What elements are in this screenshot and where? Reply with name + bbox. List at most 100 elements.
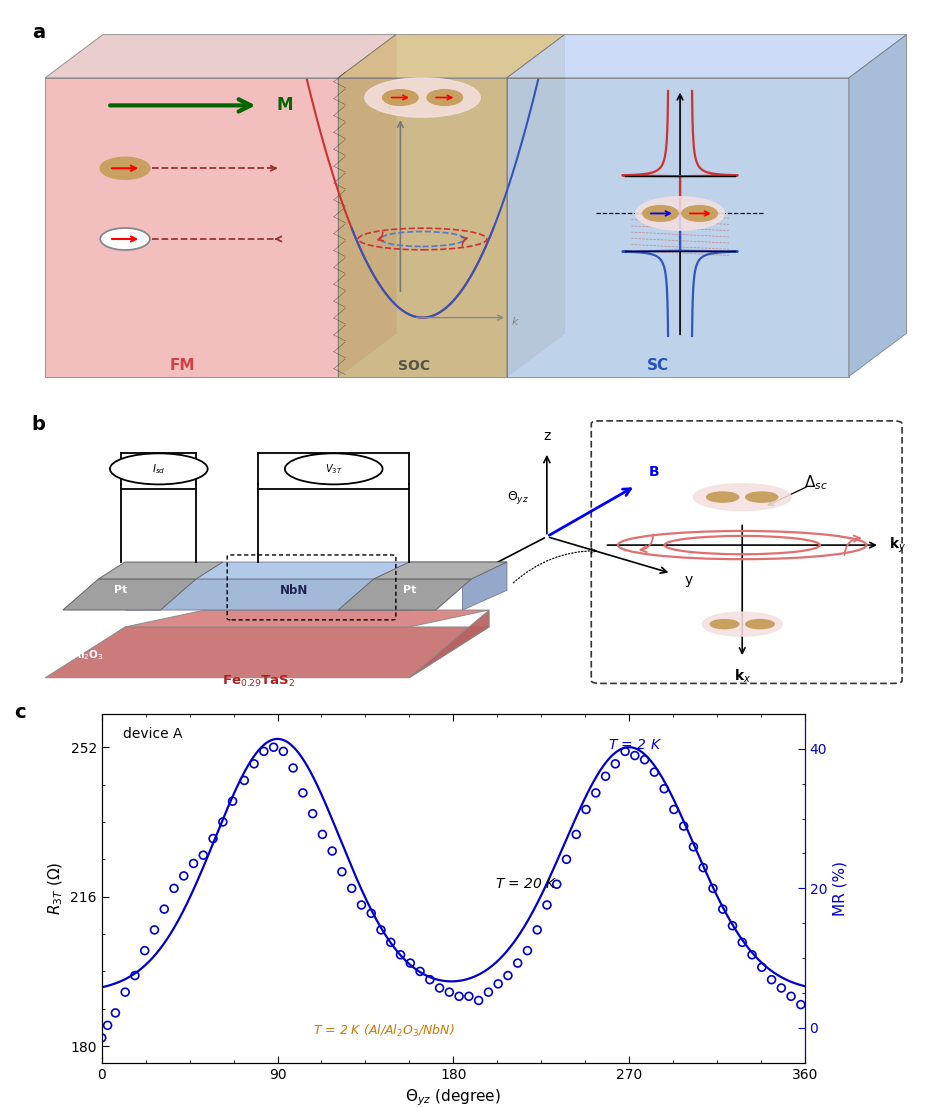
Point: [247, 755, 262, 773]
Text: a: a: [31, 23, 45, 42]
Text: $T$ = 2 K: $T$ = 2 K: [608, 738, 662, 752]
Point: [569, 826, 584, 844]
Y-axis label: $R_{3T}$ (Ω): $R_{3T}$ (Ω): [46, 861, 65, 915]
Point: [403, 954, 418, 972]
Point: [344, 879, 359, 897]
Polygon shape: [507, 34, 906, 77]
Text: B: B: [649, 465, 660, 478]
Point: [588, 784, 603, 801]
Point: [676, 817, 691, 835]
Text: E: E: [388, 101, 395, 113]
Point: [500, 966, 515, 984]
Text: Al$_2$O$_3$: Al$_2$O$_3$: [72, 649, 104, 662]
Text: $\Theta_{yz}$: $\Theta_{yz}$: [507, 489, 529, 506]
Point: [374, 921, 388, 939]
Point: [295, 784, 310, 801]
Point: [266, 738, 281, 756]
Point: [598, 767, 613, 785]
Polygon shape: [507, 34, 564, 376]
Circle shape: [682, 206, 718, 221]
Point: [481, 983, 496, 1001]
Circle shape: [100, 157, 150, 179]
Text: z: z: [543, 430, 550, 444]
Point: [225, 793, 240, 810]
Point: [94, 1030, 109, 1047]
Point: [745, 945, 759, 963]
Point: [657, 779, 672, 797]
Point: [147, 921, 162, 939]
Point: [637, 751, 652, 768]
Polygon shape: [125, 579, 462, 610]
Point: [734, 933, 749, 951]
Circle shape: [110, 454, 207, 485]
Circle shape: [710, 620, 739, 629]
Y-axis label: MR (%): MR (%): [832, 861, 847, 915]
Text: SC: SC: [647, 358, 669, 373]
Point: [462, 987, 476, 1005]
Point: [137, 942, 152, 960]
Point: [325, 842, 339, 860]
Circle shape: [285, 454, 383, 485]
Text: FM: FM: [170, 358, 195, 373]
Point: [706, 879, 721, 897]
Point: [511, 954, 525, 972]
Point: [725, 917, 740, 934]
Point: [618, 743, 633, 761]
Polygon shape: [374, 562, 507, 579]
Text: b: b: [31, 415, 45, 434]
FancyBboxPatch shape: [591, 421, 902, 683]
X-axis label: Θ$_{yz}$ (degree): Θ$_{yz}$ (degree): [405, 1087, 501, 1107]
Text: $T$ = 20 K: $T$ = 20 K: [496, 878, 559, 891]
Point: [530, 921, 545, 939]
Polygon shape: [179, 562, 507, 579]
Circle shape: [383, 90, 418, 105]
Point: [177, 867, 191, 884]
Point: [783, 987, 798, 1005]
Point: [117, 983, 132, 1001]
Circle shape: [707, 492, 739, 503]
Point: [423, 971, 438, 989]
Point: [471, 992, 486, 1010]
Point: [715, 900, 730, 918]
Polygon shape: [63, 579, 196, 610]
Point: [383, 933, 398, 951]
Point: [491, 975, 506, 993]
Polygon shape: [45, 77, 339, 376]
Point: [764, 971, 779, 989]
Text: device A: device A: [123, 727, 182, 742]
Polygon shape: [45, 627, 489, 677]
Point: [696, 859, 710, 877]
Circle shape: [427, 90, 462, 105]
Point: [166, 879, 181, 897]
Point: [667, 800, 682, 818]
Text: $V_{3T}$: $V_{3T}$: [325, 462, 342, 476]
Point: [442, 983, 457, 1001]
Point: [413, 962, 427, 981]
Text: Fe$_{0.29}$TaS$_2$: Fe$_{0.29}$TaS$_2$: [222, 674, 295, 689]
Text: k: k: [512, 317, 518, 327]
Text: $\Delta_{sc}$: $\Delta_{sc}$: [805, 474, 828, 493]
Ellipse shape: [364, 77, 480, 117]
Point: [755, 959, 770, 976]
Polygon shape: [507, 77, 849, 376]
Point: [520, 942, 535, 960]
Point: [549, 876, 564, 893]
Point: [196, 847, 211, 865]
Point: [256, 743, 271, 761]
Point: [393, 945, 408, 963]
Polygon shape: [849, 34, 906, 376]
Point: [216, 813, 230, 830]
Point: [559, 850, 574, 868]
Text: x: x: [427, 588, 436, 601]
Circle shape: [746, 620, 774, 629]
Point: [100, 1016, 115, 1034]
Point: [608, 755, 623, 773]
Circle shape: [643, 206, 678, 221]
Text: SOC: SOC: [398, 359, 430, 373]
Text: $\mathbf{k}_x$: $\mathbf{k}_x$: [734, 668, 751, 685]
Point: [276, 743, 290, 761]
Polygon shape: [409, 610, 489, 677]
Ellipse shape: [694, 484, 791, 510]
Text: $I_{sd}$: $I_{sd}$: [152, 462, 166, 476]
Point: [354, 897, 369, 914]
